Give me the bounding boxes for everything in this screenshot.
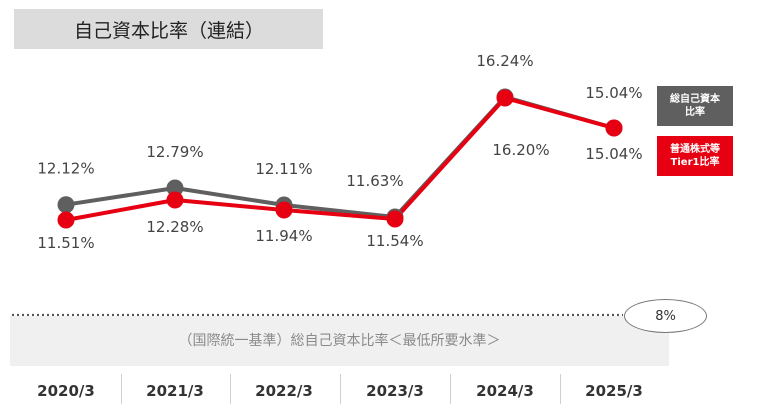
data-point-tier1-4: [496, 89, 514, 107]
data-label-tier1-3: 11.54%: [366, 232, 423, 250]
legend-tier1: 普通株式等 Tier1比率: [657, 136, 733, 176]
data-label-total-2: 12.11%: [255, 160, 312, 178]
legend-total-capital: 総自己資本 比率: [657, 86, 733, 126]
x-tick-label: 2024/3: [476, 382, 534, 400]
x-axis-separator: [121, 374, 122, 404]
legend-tier1-line1: 普通株式等: [670, 144, 720, 155]
legend-tier1-line2: Tier1比率: [670, 157, 720, 168]
minimum-requirement-label: （国際統一基準）総自己資本比率＜最低所要水準＞: [178, 333, 501, 349]
data-point-tier1-3: [386, 210, 404, 228]
data-label-tier1-4: 16.20%: [492, 141, 549, 159]
x-axis: 2020/3 2021/3 2022/3 2023/3 2024/3 2025/3: [0, 368, 680, 412]
x-tick-label: 2025/3: [585, 382, 643, 400]
minimum-requirement-band: [10, 316, 669, 366]
x-tick-label: 2021/3: [146, 382, 204, 400]
series-line-tier1: [65, 96, 615, 222]
data-label-tier1-0: 11.51%: [37, 234, 94, 252]
x-axis-separator: [340, 374, 341, 404]
data-label-total-3: 11.63%: [346, 172, 403, 190]
chart-title-text: 自己資本比率（連結）: [74, 19, 265, 42]
data-point-total-1: [166, 179, 184, 197]
data-point-tier1-2: [275, 201, 293, 219]
minimum-requirement-value-text: 8%: [655, 308, 676, 324]
data-label-tier1-5: 15.04%: [585, 145, 642, 163]
data-label-tier1-1: 12.28%: [146, 218, 203, 236]
minimum-requirement-value: 8%: [624, 299, 707, 333]
legend-total-line2: 比率: [685, 107, 705, 118]
data-point-tier1-1: [166, 191, 184, 209]
legend-total-line1: 総自己資本: [670, 94, 720, 105]
data-point-total-0: [57, 196, 75, 214]
data-label-total-0: 12.12%: [37, 160, 94, 178]
data-point-tier1-0: [57, 211, 75, 229]
x-axis-separator: [560, 374, 561, 404]
data-label-total-5: 15.04%: [585, 84, 642, 102]
x-tick-label: 2022/3: [255, 382, 313, 400]
x-tick-label: 2020/3: [37, 382, 95, 400]
data-label-tier1-2: 11.94%: [255, 227, 312, 245]
data-label-total-1: 12.79%: [146, 143, 203, 161]
x-axis-separator: [230, 374, 231, 404]
chart-title: 自己資本比率（連結）: [14, 9, 323, 49]
x-tick-label: 2023/3: [366, 382, 424, 400]
data-point-tier1-5: [605, 119, 623, 137]
data-label-total-4: 16.24%: [476, 52, 533, 70]
x-axis-separator: [450, 374, 451, 404]
